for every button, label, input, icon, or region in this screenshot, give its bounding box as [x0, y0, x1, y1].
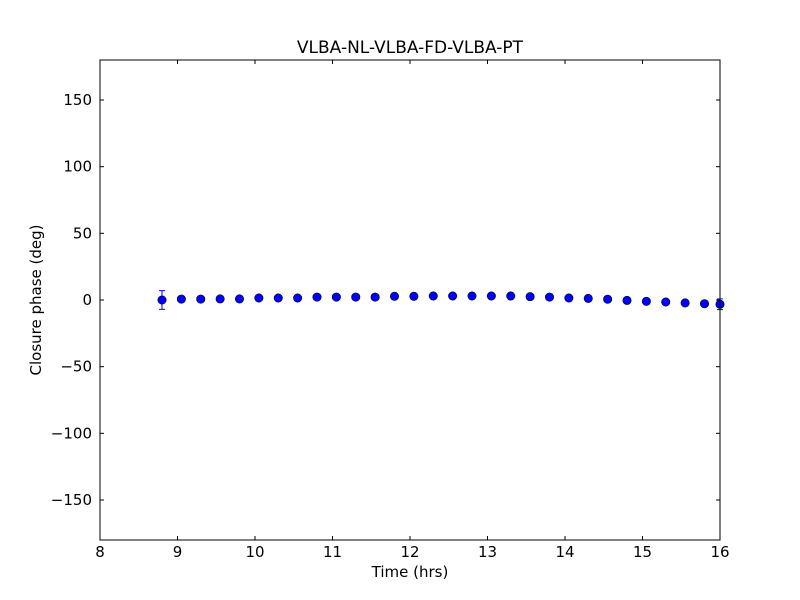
y-tick-label: −50: [60, 358, 92, 376]
data-point: [215, 294, 225, 304]
x-tick-label: 15: [633, 543, 652, 561]
data-point: [661, 297, 671, 307]
data-point: [622, 295, 632, 305]
data-point: [525, 292, 535, 302]
y-axis-ticks: 150 100 50 0 −50 −100 −150: [51, 91, 720, 509]
y-tick-label: 0: [82, 291, 92, 309]
data-point: [254, 293, 264, 303]
data-point: [544, 292, 554, 302]
data-point: [428, 291, 438, 301]
data-point: [312, 292, 322, 302]
data-point: [351, 292, 361, 302]
x-tick-label: 13: [478, 543, 497, 561]
x-tick-label: 8: [95, 543, 105, 561]
x-tick-label: 16: [710, 543, 729, 561]
data-point: [680, 298, 690, 308]
data-point: [176, 294, 186, 304]
data-point: [196, 294, 206, 304]
x-tick-label: 9: [173, 543, 183, 561]
data-point: [370, 292, 380, 302]
data-point: [641, 296, 651, 306]
data-point: [409, 291, 419, 301]
data-point: [467, 291, 477, 301]
y-tick-label: −100: [51, 424, 92, 442]
data-point: [603, 294, 613, 304]
x-tick-label: 12: [400, 543, 419, 561]
data-point: [389, 291, 399, 301]
data-point: [564, 293, 574, 303]
data-point: [293, 293, 303, 303]
data-point: [583, 293, 593, 303]
data-point: [157, 295, 167, 305]
data-point: [486, 291, 496, 301]
data-marks: [157, 290, 725, 311]
y-tick-label: −150: [51, 491, 92, 509]
x-axis-ticks: 8 9 10 11 12 13 14 15 16: [95, 60, 730, 561]
data-point: [235, 294, 245, 304]
y-tick-label: 50: [73, 224, 92, 242]
data-point: [331, 292, 341, 302]
y-tick-label: 150: [63, 91, 92, 109]
x-axis-label: Time (hrs): [371, 563, 449, 581]
y-tick-label: 100: [63, 158, 92, 176]
chart-title: VLBA-NL-VLBA-FD-VLBA-PT: [297, 38, 524, 58]
data-point: [448, 291, 458, 301]
x-tick-label: 10: [245, 543, 264, 561]
data-point: [506, 291, 516, 301]
x-tick-label: 14: [555, 543, 574, 561]
data-point: [273, 293, 283, 303]
y-axis-label: Closure phase (deg): [27, 225, 45, 376]
data-point: [699, 299, 709, 309]
x-tick-label: 11: [323, 543, 342, 561]
